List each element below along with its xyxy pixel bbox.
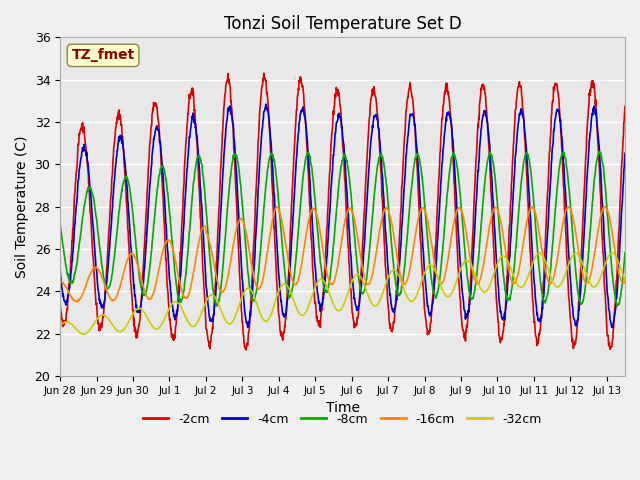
-8cm [595, 149, 603, 155]
-4cm [220, 168, 227, 173]
-4cm [262, 101, 270, 107]
-8cm [271, 162, 278, 168]
-16cm [158, 252, 166, 258]
-2cm [243, 347, 250, 353]
Line: -16cm: -16cm [60, 206, 625, 302]
-2cm [157, 167, 165, 173]
-2cm [621, 104, 629, 109]
-8cm [213, 303, 221, 309]
Line: -32cm: -32cm [60, 253, 625, 334]
Line: -4cm: -4cm [60, 104, 625, 327]
-4cm [484, 125, 492, 131]
Text: TZ_fmet: TZ_fmet [72, 48, 134, 62]
-8cm [621, 250, 629, 255]
-16cm [547, 281, 554, 287]
-32cm [169, 300, 177, 306]
-4cm [157, 154, 165, 160]
-2cm [260, 71, 268, 76]
-16cm [73, 299, 81, 305]
-32cm [271, 300, 278, 306]
Line: -2cm: -2cm [60, 73, 625, 350]
-16cm [602, 204, 609, 209]
-4cm [621, 150, 629, 156]
-4cm [56, 265, 64, 271]
-4cm [608, 324, 616, 330]
-2cm [56, 298, 64, 303]
Y-axis label: Soil Temperature (C): Soil Temperature (C) [15, 135, 29, 278]
-32cm [484, 287, 492, 292]
-32cm [79, 331, 87, 337]
-4cm [168, 301, 176, 307]
-2cm [271, 244, 279, 250]
-16cm [484, 234, 492, 240]
-8cm [168, 239, 176, 244]
-2cm [484, 134, 492, 140]
-16cm [271, 208, 278, 214]
-8cm [484, 157, 492, 163]
-16cm [621, 278, 629, 284]
-8cm [547, 267, 554, 273]
-16cm [56, 278, 64, 284]
-4cm [547, 179, 554, 184]
-8cm [157, 164, 165, 169]
-16cm [169, 245, 177, 251]
Line: -8cm: -8cm [60, 152, 625, 306]
-8cm [56, 221, 64, 227]
-32cm [56, 323, 64, 328]
-32cm [535, 250, 543, 256]
-32cm [547, 275, 555, 280]
-2cm [168, 332, 176, 338]
-2cm [220, 120, 227, 125]
X-axis label: Time: Time [326, 401, 360, 415]
-2cm [547, 127, 555, 133]
-4cm [271, 202, 278, 208]
Title: Tonzi Soil Temperature Set D: Tonzi Soil Temperature Set D [224, 15, 461, 33]
-16cm [220, 288, 227, 294]
Legend: -2cm, -4cm, -8cm, -16cm, -32cm: -2cm, -4cm, -8cm, -16cm, -32cm [138, 408, 547, 431]
-32cm [621, 277, 629, 283]
-32cm [220, 313, 227, 319]
-8cm [220, 258, 227, 264]
-32cm [158, 321, 166, 327]
